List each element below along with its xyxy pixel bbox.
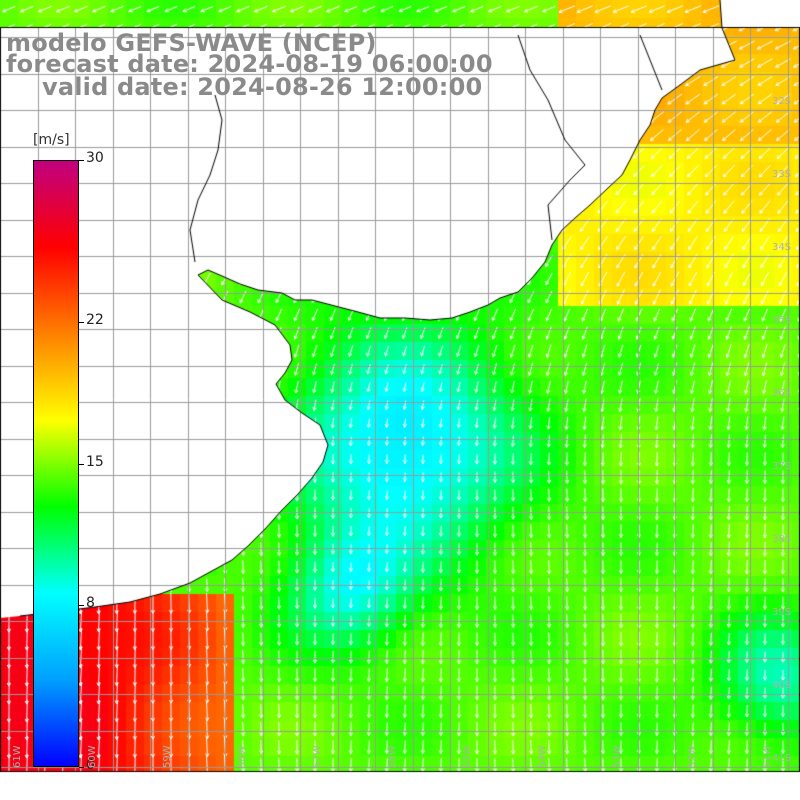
longitude-label: 57W — [312, 745, 323, 768]
latitude-label: 40S — [772, 680, 792, 691]
longitude-label: 53W — [612, 745, 623, 768]
forecast-date: forecast date: 2024-08-19 06:00:00 — [6, 50, 493, 78]
longitude-label: 61W — [12, 745, 23, 768]
colorbar-tick-mark — [79, 767, 84, 768]
latitude-label: 32S — [772, 96, 792, 107]
latitude-label: 38S — [772, 534, 792, 545]
valid-date: valid date: 2024-08-26 12:00:00 — [42, 73, 483, 101]
latitude-label: 34S — [772, 242, 792, 253]
model-title: modelo GEFS-WAVE (NCEP) — [6, 29, 377, 57]
longitude-label: 52W — [687, 745, 698, 768]
colorbar-tick-label: 8 — [86, 595, 95, 612]
colorbar-tick-mark — [79, 160, 84, 161]
colorbar-tick-label: 22 — [86, 311, 104, 328]
colorbar-tick-mark — [79, 321, 84, 323]
longitude-label: 55W — [462, 745, 473, 768]
latitude-label: 39S — [772, 607, 792, 618]
colorbar-unit: [m/s] — [33, 132, 70, 148]
longitude-label: 59W — [162, 745, 173, 768]
latitude-label: 37S — [772, 461, 792, 472]
latitude-label: 35S — [772, 315, 792, 326]
colorbar — [33, 160, 79, 767]
colorbar-tick-mark — [79, 463, 84, 465]
longitude-label: 58W — [237, 745, 248, 768]
latitude-label: 33S — [772, 169, 792, 180]
longitude-label: 56W — [387, 745, 398, 768]
longitude-label: 60W — [87, 745, 98, 768]
longitude-label: 51W — [762, 745, 773, 768]
latitude-label: 41S — [772, 753, 792, 764]
colorbar-tick-label: 30 — [86, 150, 104, 166]
colorbar-tick-mark — [79, 605, 84, 607]
colorbar-tick-label: 15 — [86, 453, 104, 470]
latitude-label: 36S — [772, 388, 792, 399]
longitude-label: 54W — [537, 745, 548, 768]
colorbar-tick-label: 0 — [86, 757, 95, 773]
